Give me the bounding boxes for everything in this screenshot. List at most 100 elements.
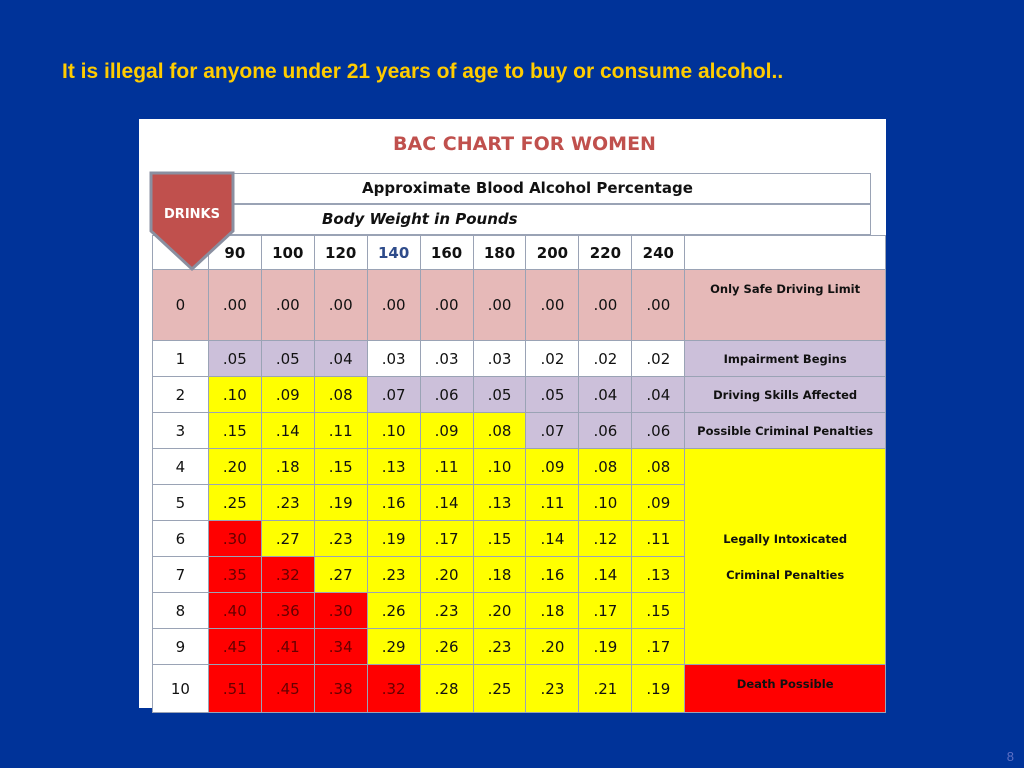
header-approximate-bac: Approximate Blood Alcohol Percentage xyxy=(231,173,871,204)
drinks-count-cell: 6 xyxy=(152,520,209,557)
bac-table: 9 0 100 120 140 160 180 200 220 240 0.00.00.00.00.… xyxy=(152,235,886,713)
bac-value-cell: .11 xyxy=(419,448,474,485)
bac-value-cell: .17 xyxy=(419,520,474,557)
chart-title: BAC CHART FOR WOMEN xyxy=(393,133,656,155)
bac-value-cell: .06 xyxy=(578,412,633,449)
bac-value-cell: .14 xyxy=(525,520,580,557)
bac-value-cell: .38 xyxy=(313,664,368,713)
bac-value-cell: .23 xyxy=(260,484,315,521)
bac-value-cell: .20 xyxy=(207,448,262,485)
table-row: 5.25.23.19.16.14.13.11.10.09 xyxy=(152,484,886,521)
bac-value-cell: .23 xyxy=(472,628,527,665)
bac-value-cell: .19 xyxy=(313,484,368,521)
table-row: 10.51.45.38.32.28.25.23.21.19 Death Possi… xyxy=(152,664,886,713)
bac-value-cell: .45 xyxy=(260,664,315,713)
bac-value-cell: .32 xyxy=(260,556,315,593)
weight-header-220: 220 xyxy=(578,235,633,270)
bac-value-cell: .34 xyxy=(313,628,368,665)
weight-header-180: 180 xyxy=(472,235,527,270)
drinks-label: DRINKS xyxy=(164,207,220,222)
bac-value-cell: .20 xyxy=(419,556,474,593)
bac-value-cell: .17 xyxy=(631,628,686,665)
drinks-count-cell: 4 xyxy=(152,448,209,485)
note-legally-intoxicated-line: Legally Intoxicated xyxy=(723,531,848,546)
bac-value-cell: .13 xyxy=(366,448,421,485)
note-possible-criminal-penalties: Possible Criminal Penalties xyxy=(684,412,886,449)
drinks-count-cell: 9 xyxy=(152,628,209,665)
table-row: 8.40.36.30.26.23.20.18.17.15 xyxy=(152,592,886,629)
bac-value-cell: .00 xyxy=(207,269,262,341)
weight-header-100: 100 xyxy=(260,235,315,270)
bac-value-cell: .10 xyxy=(366,412,421,449)
bac-value-cell: .25 xyxy=(472,664,527,713)
drinks-count-cell: 3 xyxy=(152,412,209,449)
bac-chart-panel: BAC CHART FOR WOMEN Approximate Blood Al… xyxy=(139,119,886,713)
table-row: 2.10.09.08.07.06.05.05.04.04 Driving Skil… xyxy=(152,376,886,413)
bac-value-cell: .19 xyxy=(366,520,421,557)
slide-number: 8 xyxy=(1006,749,1014,764)
bac-value-cell: .00 xyxy=(313,269,368,341)
drinks-count-cell: 8 xyxy=(152,592,209,629)
bac-value-cell: .36 xyxy=(260,592,315,629)
bac-value-cell: .14 xyxy=(578,556,633,593)
bac-value-cell: .16 xyxy=(525,556,580,593)
bac-value-cell: .03 xyxy=(366,340,421,377)
bac-value-cell: .30 xyxy=(207,520,262,557)
bac-value-cell: .17 xyxy=(578,592,633,629)
bac-value-cell: .26 xyxy=(366,592,421,629)
bac-value-cell: .02 xyxy=(525,340,580,377)
bac-value-cell: .32 xyxy=(366,664,421,713)
bac-value-cell: .02 xyxy=(631,340,686,377)
bac-value-cell: .11 xyxy=(313,412,368,449)
bac-value-cell: .14 xyxy=(419,484,474,521)
bac-value-cell: .04 xyxy=(578,376,633,413)
bac-value-cell: .15 xyxy=(472,520,527,557)
notes-header-cell xyxy=(684,235,886,270)
bac-value-cell: .18 xyxy=(260,448,315,485)
bac-value-cell: .11 xyxy=(525,484,580,521)
bac-value-cell: .05 xyxy=(207,340,262,377)
bac-value-cell: .29 xyxy=(366,628,421,665)
bac-value-cell: .10 xyxy=(207,376,262,413)
bac-value-cell: .18 xyxy=(472,556,527,593)
weight-header-160: 160 xyxy=(419,235,474,270)
bac-value-cell: .27 xyxy=(260,520,315,557)
note-criminal-penalties-line: Criminal Penalties xyxy=(726,567,845,582)
bac-value-cell: .08 xyxy=(631,448,686,485)
slide-title: It is illegal for anyone under 21 years … xyxy=(62,60,784,83)
bac-value-cell: .03 xyxy=(472,340,527,377)
bac-value-cell: .51 xyxy=(207,664,262,713)
note-impairment-begins: Impairment Begins xyxy=(684,340,886,377)
bac-value-cell: .41 xyxy=(260,628,315,665)
bac-value-cell: .07 xyxy=(525,412,580,449)
bac-value-cell: .03 xyxy=(419,340,474,377)
bac-value-cell: .25 xyxy=(207,484,262,521)
weight-header-200: 200 xyxy=(525,235,580,270)
bac-value-cell: .06 xyxy=(419,376,474,413)
bac-value-cell: .05 xyxy=(472,376,527,413)
bac-value-cell: .00 xyxy=(260,269,315,341)
bac-value-cell: .09 xyxy=(525,448,580,485)
bac-value-cell: .20 xyxy=(525,628,580,665)
bac-value-cell: .00 xyxy=(525,269,580,341)
bac-value-cell: .15 xyxy=(207,412,262,449)
bac-value-cell: .05 xyxy=(525,376,580,413)
bac-value-cell: .10 xyxy=(578,484,633,521)
bac-value-cell: .15 xyxy=(313,448,368,485)
table-row: 0.00.00.00.00.00.00.00.00.00 Only Safe Dr… xyxy=(152,269,886,341)
bac-value-cell: .12 xyxy=(578,520,633,557)
bac-value-cell: .23 xyxy=(313,520,368,557)
bac-value-cell: .06 xyxy=(631,412,686,449)
bac-value-cell: .02 xyxy=(578,340,633,377)
note-legally-intoxicated: Legally Intoxicated Criminal Penalties xyxy=(684,448,886,665)
bac-value-cell: .23 xyxy=(419,592,474,629)
bac-value-cell: .00 xyxy=(366,269,421,341)
bac-value-cell: .19 xyxy=(631,664,686,713)
bac-value-cell: .30 xyxy=(313,592,368,629)
table-row: 3.15.14.11.10.09.08.07.06.06 Possible Cri… xyxy=(152,412,886,449)
drinks-count-cell: 10 xyxy=(152,664,209,713)
bac-value-cell: .18 xyxy=(525,592,580,629)
bac-value-cell: .00 xyxy=(472,269,527,341)
bac-value-cell: .23 xyxy=(525,664,580,713)
drinks-count-cell: 2 xyxy=(152,376,209,413)
